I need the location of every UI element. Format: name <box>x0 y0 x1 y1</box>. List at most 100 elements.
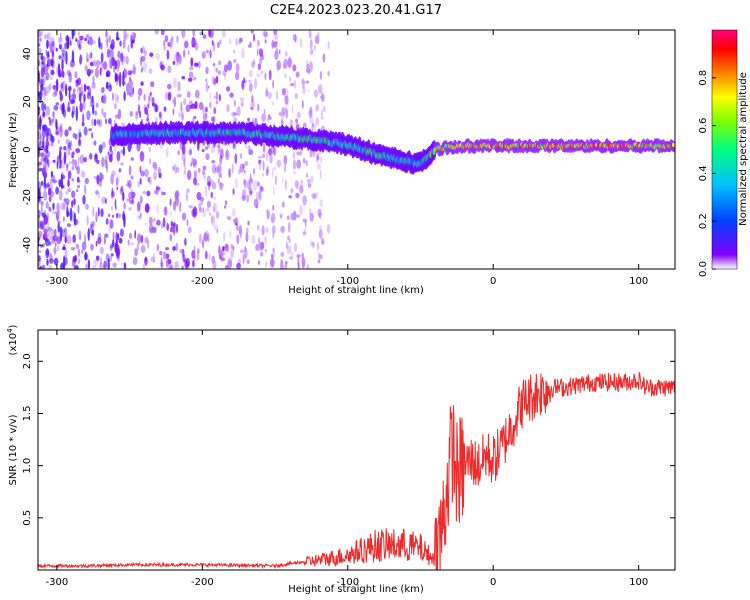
heatmap-noise-cell <box>320 155 323 164</box>
heatmap-noise-cell <box>193 170 198 179</box>
heatmap-noise-cell <box>67 142 71 149</box>
heatmap-noise-cell <box>123 202 127 210</box>
heatmap-noise-cell <box>117 254 120 262</box>
heatmap-noise-cell <box>102 61 108 70</box>
heatmap-noise-cell <box>268 69 272 81</box>
heatmap-noise-cell <box>295 118 299 124</box>
heatmap-noise-cell <box>140 170 145 177</box>
heatmap-noise-cell <box>68 85 72 92</box>
heatmap-noise-cell <box>58 189 63 201</box>
heatmap-noise-cell <box>190 57 194 67</box>
heatmap-noise-cell <box>140 47 143 54</box>
heatmap-noise-cell <box>52 50 55 58</box>
heatmap-noise-cell <box>215 211 220 219</box>
heatmap-noise-cell <box>199 207 202 213</box>
heatmap-noise-cell <box>61 59 64 72</box>
heatmap-noise-cell <box>103 260 108 269</box>
heatmap-noise-cell <box>120 162 124 166</box>
heatmap-noise-cell <box>66 163 69 168</box>
heatmap-noise-cell <box>204 185 208 197</box>
heatmap-noise-cell <box>50 210 55 214</box>
heatmap-noise-cell <box>242 253 245 265</box>
heatmap-noise-cell <box>273 41 278 48</box>
heatmap-noise-cell <box>201 210 207 218</box>
heatmap-noise-cell <box>218 60 222 66</box>
heatmap-noise-cell <box>256 73 261 77</box>
heatmap-noise-cell <box>112 214 114 218</box>
heatmap-noise-cell <box>247 179 252 191</box>
heatmap-noise-cell <box>53 257 59 266</box>
heatmap-noise-cell <box>273 146 276 156</box>
heatmap-noise-cell <box>193 177 197 186</box>
colorbar: 0.0 0.2 0.4 0.6 0.8 Normalized spectral ampl… <box>698 29 749 277</box>
heatmap-noise-cell <box>57 222 60 233</box>
heatmap-noise-cell <box>266 151 268 162</box>
heatmap-noise-cell <box>132 256 138 266</box>
heatmap-noise-cell <box>110 150 114 156</box>
heatmap-noise-cell <box>58 37 63 43</box>
heatmap-noise-cell <box>207 85 210 89</box>
heatmap-noise-cell <box>162 251 167 260</box>
heatmap-noise-cell <box>67 144 70 151</box>
heatmap-noise-cell <box>262 143 266 153</box>
heatmap-noise-cell <box>248 82 253 92</box>
heatmap-noise-cell <box>169 234 173 242</box>
heatmap-noise-cell <box>106 38 108 49</box>
heatmap-noise-cell <box>53 105 59 111</box>
heatmap-noise-cell <box>92 75 95 84</box>
heatmap-noise-cell <box>253 58 256 65</box>
heatmap-noise-cell <box>74 265 79 269</box>
heatmap-noise-cell <box>71 178 75 182</box>
heatmap-noise-cell <box>202 34 207 39</box>
heatmap-noise-cell <box>302 218 308 223</box>
heatmap-noise-cell <box>247 117 250 122</box>
heatmap-noise-cell <box>46 212 50 222</box>
heatmap-noise-cell <box>103 236 106 245</box>
heatmap-noise-cell <box>296 159 302 169</box>
heatmap-noise-cell <box>284 51 288 57</box>
heatmap-noise-cell <box>140 69 143 73</box>
heatmap-noise-cell <box>66 202 69 208</box>
heatmap-noise-cell <box>238 169 241 175</box>
heatmap-noise-cell <box>172 246 176 251</box>
heatmap-noise-cell <box>46 249 50 256</box>
heatmap-noise-cell <box>121 262 123 266</box>
colorbar-tick-label: 0.2 <box>698 213 709 229</box>
heatmap-noise-cell <box>45 105 51 116</box>
snr-panel: -300 -200 -100 0 100 0.5 1.0 1.5 2.0 Height of … <box>6 324 676 595</box>
heatmap-noise-cell <box>129 110 133 117</box>
heatmap-noise-cell <box>272 185 275 196</box>
heatmap-noise-cell <box>183 259 188 263</box>
heatmap-noise-cell <box>84 251 88 261</box>
heatmap-noise-cell <box>81 122 85 127</box>
heatmap-noise-cell <box>316 241 320 251</box>
heatmap-noise-cell <box>41 128 47 138</box>
heatmap-noise-cell <box>76 176 80 183</box>
heatmap-noise-cell <box>283 155 288 165</box>
heatmap-ridge-cell <box>672 142 675 148</box>
heatmap-noise-cell <box>285 241 288 250</box>
heatmap-noise-cell <box>225 247 229 253</box>
heatmap-noise-cell <box>77 155 80 166</box>
heatmap-noise-cell <box>160 64 165 71</box>
heatmap-noise-cell <box>69 140 72 148</box>
heatmap-noise-cell <box>198 101 204 111</box>
heatmap-noise-cell <box>212 206 216 213</box>
heatmap-noise-cell <box>92 60 97 67</box>
heatmap-noise-cell <box>228 257 232 264</box>
heatmap-noise-cell <box>38 130 42 140</box>
heatmap-noise-cell <box>51 229 55 236</box>
heatmap-noise-cell <box>285 260 287 269</box>
heatmap-noise-cell <box>172 222 176 228</box>
heatmap-noise-cell <box>88 36 93 46</box>
heatmap-noise-cell <box>202 239 204 249</box>
heatmap-noise-cell <box>149 52 154 57</box>
heatmap-noise-cell <box>296 151 301 156</box>
heatmap-noise-cell <box>308 30 312 39</box>
heatmap-noise-cell <box>110 121 113 128</box>
heatmap-noise-cell <box>305 160 309 167</box>
heatmap-noise-cell <box>231 208 236 217</box>
heatmap-noise-cell <box>71 50 75 63</box>
heatmap-marks <box>38 30 675 269</box>
heatmap-noise-cell <box>215 76 219 84</box>
